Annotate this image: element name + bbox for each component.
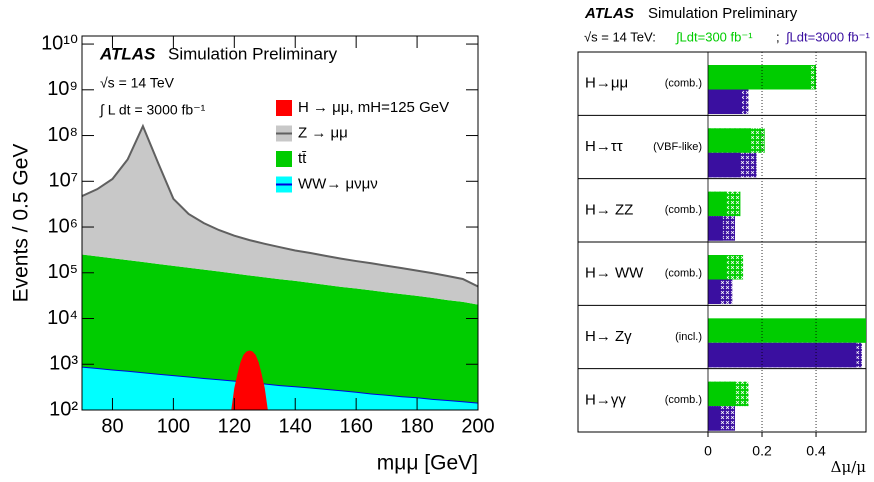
bar — [708, 65, 811, 90]
bar — [708, 406, 721, 431]
legend-label: ∫Ldt=300 fb⁻¹ — [675, 29, 753, 44]
chart-title: ATLAS — [584, 5, 634, 22]
x-tick-label: 160 — [339, 415, 372, 437]
y-tick-label: 10¹⁰ — [41, 32, 78, 54]
y-tick-label: 10⁷ — [49, 170, 78, 192]
signal-area — [231, 350, 268, 410]
annotation: √s = 14 TeV — [100, 75, 175, 91]
bar — [708, 128, 752, 153]
category-note: (comb.) — [665, 78, 702, 90]
category-note: (VBF-like) — [653, 141, 702, 153]
x-tick-label: 0 — [704, 443, 712, 459]
chart-subtitle: Simulation Preliminary — [648, 5, 798, 22]
y-tick-label: 10⁸ — [47, 124, 78, 146]
bar — [708, 318, 866, 343]
y-tick-label: 10⁴ — [47, 307, 78, 329]
legend-label: WW→ μνμν — [298, 175, 378, 192]
y-tick-label: 10⁵ — [47, 261, 78, 283]
category-note: (incl.) — [675, 331, 702, 343]
plot-area — [82, 123, 478, 410]
category-label: H→ Zγ — [585, 328, 632, 345]
stack-area — [82, 126, 478, 305]
plot-area — [708, 65, 866, 431]
category-label: H→μμ — [585, 75, 628, 92]
legend-separator: ; — [776, 29, 780, 44]
category-label: H→γγ — [585, 391, 626, 408]
y-tick-label: 10⁶ — [48, 215, 78, 237]
x-tick-label: 180 — [400, 415, 433, 437]
bar — [708, 279, 721, 304]
y-axis-label: Events / 0.5 GeV — [10, 144, 33, 303]
x-tick-label: 80 — [101, 415, 123, 437]
legend-label: ∫Ldt=3000 fb⁻¹ — [785, 29, 870, 44]
bar — [708, 381, 736, 407]
y-tick-label: 10³ — [49, 353, 78, 375]
stack-edge — [82, 365, 478, 404]
stack-area — [82, 366, 478, 410]
stack-area — [82, 254, 478, 403]
legend-swatch — [276, 100, 292, 116]
category-note: (comb.) — [665, 268, 702, 280]
category-label: H→ ZZ — [585, 201, 633, 218]
bar — [708, 191, 727, 217]
chart-title: ATLAS — [99, 44, 156, 63]
chart-subtitle: Simulation Preliminary — [168, 44, 338, 63]
bar — [708, 216, 723, 241]
x-tick-label: 0.2 — [752, 443, 772, 459]
x-axis-label: Δμ/μ — [831, 458, 867, 476]
legend-label: H → μμ, mH=125 GeV — [298, 99, 449, 116]
annotation: ∫ L dt = 3000 fb⁻¹ — [99, 102, 206, 118]
bar — [708, 342, 857, 368]
legend-label: Z → μμ — [298, 124, 348, 141]
category-label: H→ττ — [585, 138, 623, 155]
x-tick-label: 140 — [279, 415, 312, 437]
right-chart: H→μμ (comb.) H→ττ (VBF-like) H→ ZZ (comb.) H→ … — [577, 5, 870, 476]
legend-energy: √s = 14 TeV: — [584, 29, 656, 44]
y-tick-label: 10² — [49, 398, 78, 420]
plot-frame — [81, 35, 479, 411]
category-label: H→ WW — [585, 265, 644, 282]
x-tick-label: 120 — [218, 415, 251, 437]
bar — [708, 152, 741, 178]
x-tick-label: 200 — [461, 415, 494, 437]
bar — [708, 89, 743, 114]
legend-label: tt̄ — [298, 150, 307, 167]
x-axis-label: mμμ [GeV] — [377, 452, 478, 475]
x-tick-label: 100 — [157, 415, 190, 437]
x-tick-label: 0.4 — [806, 443, 826, 459]
category-note: (comb.) — [665, 204, 702, 216]
legend-swatch — [276, 151, 292, 167]
bar — [708, 255, 727, 280]
y-tick-label: 10⁹ — [47, 78, 78, 100]
left-chart: 80 100 120 140 160 180 200 10² 10³ 10⁴ 10⁵ 10⁶ 10⁷ 10… — [10, 32, 495, 474]
stack-edge — [82, 123, 478, 288]
category-note: (comb.) — [665, 394, 702, 406]
